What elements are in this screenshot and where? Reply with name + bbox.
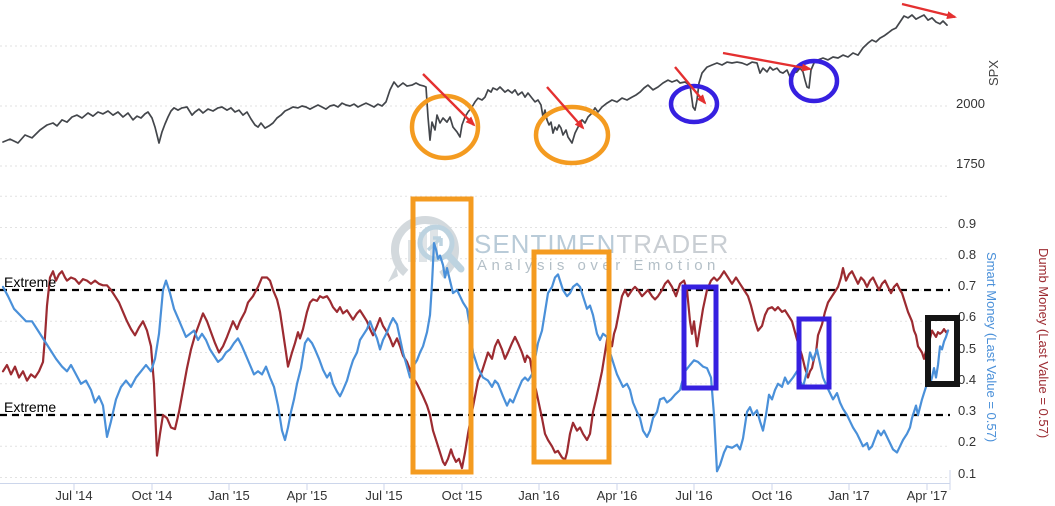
extreme-label-top: Extreme bbox=[4, 274, 57, 290]
annotation-box bbox=[796, 316, 832, 390]
x-tick-label: Jul '15 bbox=[365, 488, 403, 503]
annotation-box bbox=[531, 249, 612, 465]
confidence-tick-label: 0.9 bbox=[958, 215, 977, 231]
smart-money-axis-title: Smart Money (Last Value = 0.57) bbox=[984, 252, 999, 443]
annotation-box bbox=[925, 315, 960, 387]
confidence-tick-label: 0.1 bbox=[958, 465, 977, 481]
x-tick-label: Jan '16 bbox=[518, 488, 560, 503]
logo-ring-icon bbox=[391, 216, 459, 284]
spx-tick-1750: 1750 bbox=[956, 156, 985, 171]
annotation-arrow bbox=[546, 86, 585, 130]
annotation-arrow bbox=[674, 66, 707, 105]
watermark-brand-secondary: TRADER bbox=[616, 229, 730, 259]
extreme-threshold-lines bbox=[0, 288, 950, 417]
logo-bar-icon bbox=[408, 240, 416, 262]
confidence-tick-label: 0.7 bbox=[958, 278, 977, 293]
x-tick-label: Oct '16 bbox=[751, 488, 793, 503]
logo-bar-icon bbox=[419, 232, 427, 262]
confidence-tick-label: 0.3 bbox=[958, 403, 977, 418]
logo-up-arrow-icon bbox=[426, 236, 443, 252]
annotation-ellipse bbox=[533, 104, 611, 166]
extreme-label-bottom: Extreme bbox=[4, 399, 57, 415]
x-tick-label: Jul '16 bbox=[675, 488, 713, 503]
logo-magnifier-icon bbox=[417, 224, 455, 262]
x-tick-label: Apr '15 bbox=[286, 488, 328, 503]
spx-line bbox=[2, 14, 948, 144]
confidence-tick-label: 0.5 bbox=[958, 340, 977, 356]
confidence-tick-label: 0.2 bbox=[958, 434, 977, 450]
annotation-arrow bbox=[422, 73, 476, 127]
x-tick-label: Jul '14 bbox=[55, 488, 93, 503]
x-axis bbox=[0, 470, 951, 490]
watermark-brand: SENTIMENTRADER bbox=[474, 229, 729, 260]
annotation-ellipse bbox=[409, 93, 481, 161]
x-tick-label: Oct '14 bbox=[131, 488, 173, 503]
x-tick-label: Oct '15 bbox=[441, 488, 483, 503]
spx-tick-2000: 2000 bbox=[956, 96, 985, 111]
annotation-ellipse bbox=[668, 83, 720, 125]
annotation-box bbox=[410, 196, 474, 475]
smart-money-line bbox=[1, 242, 950, 473]
confidence-tick-label: 0.4 bbox=[958, 371, 977, 387]
watermark-logo bbox=[388, 216, 465, 284]
watermark-brand-primary: SENTIMEN bbox=[474, 229, 617, 259]
gridlines bbox=[0, 45, 950, 478]
annotation-box bbox=[681, 284, 719, 391]
annotation-ellipse bbox=[788, 58, 840, 104]
x-tick-label: Apr '16 bbox=[596, 488, 638, 503]
logo-bar-icon bbox=[430, 224, 438, 262]
dumb-money-line bbox=[1, 267, 950, 470]
x-tick-label: Jan '17 bbox=[828, 488, 870, 503]
annotation-arrow bbox=[901, 2, 957, 19]
logo-magnifier-handle-icon bbox=[444, 251, 465, 273]
spx-axis-title: SPX bbox=[986, 60, 1001, 87]
annotation-arrow bbox=[722, 51, 812, 72]
confidence-tick-label: 0.6 bbox=[958, 309, 977, 325]
watermark-tagline: Analysis over Emotion bbox=[477, 257, 720, 274]
x-tick-label: Apr '17 bbox=[906, 488, 948, 503]
confidence-tick-label: 0.8 bbox=[958, 246, 977, 262]
x-tick-label: Jan '15 bbox=[208, 488, 250, 503]
logo-ring-arrowhead-icon bbox=[388, 266, 398, 282]
dumb-money-axis-title: Dumb Money (Last Value = 0.57) bbox=[1036, 248, 1051, 439]
